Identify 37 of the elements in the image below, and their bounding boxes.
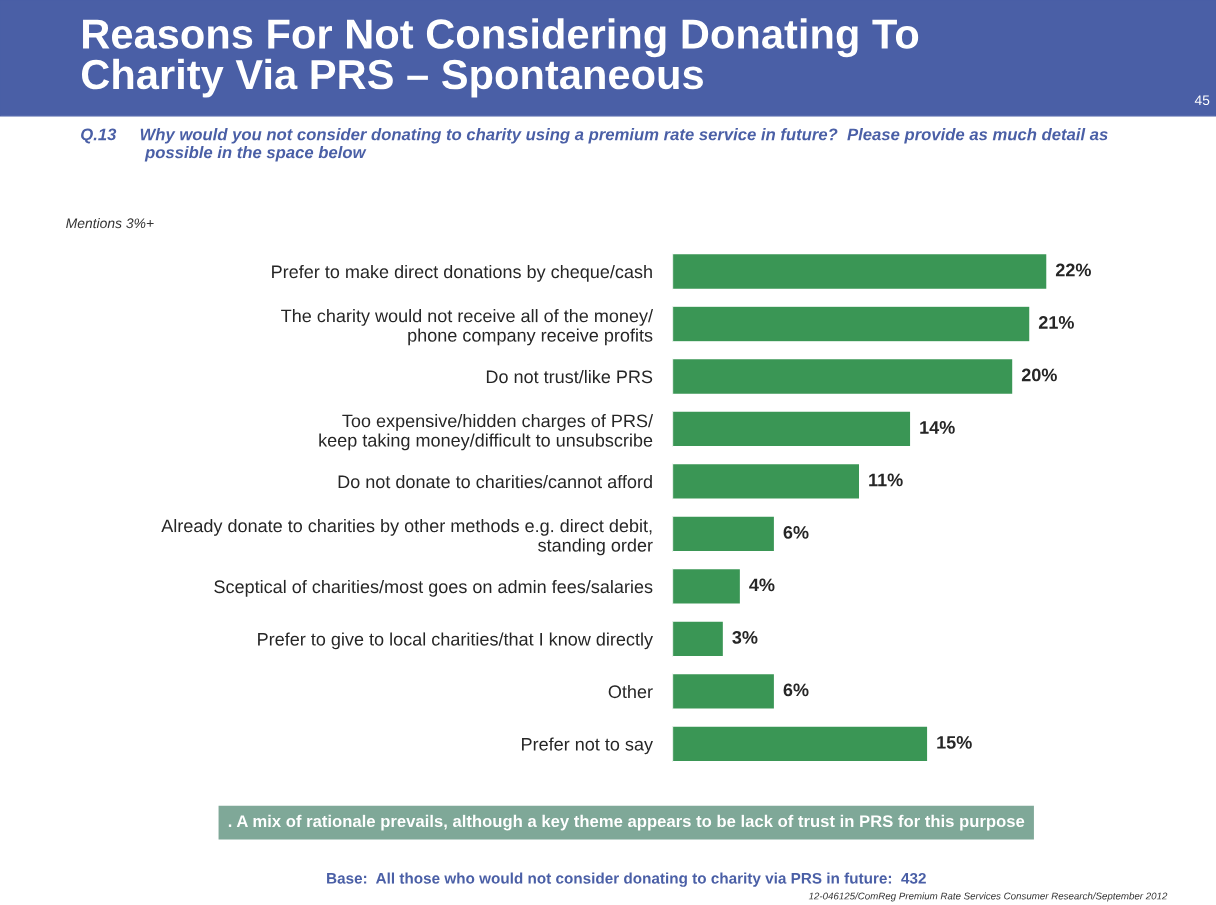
bar (672, 620, 725, 658)
text: Mentions 3%+ (66, 217, 154, 229)
y-tick-label: Prefer not to say (522, 737, 653, 755)
data-label: 20% (1021, 368, 1057, 382)
y-tick-label: Already donate to charities by other methods e.g. direct debit, standing order (161, 518, 653, 556)
y-tick-label: Do not donate to charities/cannot afford (338, 474, 652, 489)
chart-title: Reasons For Not Considering Donating To Charity Via PRS – Spontaneous (81, 18, 919, 98)
data-label: 22% (1055, 263, 1091, 277)
bar (672, 410, 912, 448)
text: 12-046125/ComReg Premium Rate Services Consumer Research/September 2012 (808, 892, 1168, 902)
y-tick-label: Prefer to make direct donations by cheque/cash (272, 264, 652, 282)
y-tick-label: Do not trust/like PRS (486, 369, 653, 384)
bar (672, 672, 776, 710)
text: . A mix of rationale prevails, although a key theme appears to be lack of trust in PRS for this purpose (228, 814, 1025, 831)
data-label: 15% (937, 736, 972, 749)
bar (672, 357, 1014, 396)
y-tick-label: The charity would not receive all of the money/ phone company receive profits (281, 309, 654, 346)
data-label: 4% (749, 578, 775, 592)
bar (672, 305, 1031, 343)
y-tick-label: Other (608, 684, 653, 699)
y-tick-label: Sceptical of charities/most goes on admin fees/salaries (214, 579, 653, 597)
data-label: 3% (732, 630, 758, 644)
bar (672, 567, 742, 605)
data-label: 14% (920, 421, 955, 434)
data-label: 6% (783, 683, 809, 697)
y-tick-label: Prefer to give to local charities/that I know directly (258, 632, 653, 650)
text: Base: All those who would not consider donating to charity via PRS in future: 432 (327, 872, 926, 887)
bar (672, 252, 1048, 291)
data-label: 6% (783, 526, 809, 539)
bar (672, 462, 861, 501)
data-label: 21% (1038, 316, 1074, 329)
text: 45 (1194, 95, 1210, 106)
bar (672, 515, 776, 553)
chart-subtitle: Q.13 Why would you not consider donating to charity using a premium rate service in future? Please provide as much detail as possible in the space below (81, 128, 1108, 162)
y-tick-label: Too expensive/hidden charges of PRS/ keep taking money/difficult to unsubscribe (319, 414, 654, 451)
data-label: 11% (869, 473, 903, 487)
bar (672, 725, 929, 763)
